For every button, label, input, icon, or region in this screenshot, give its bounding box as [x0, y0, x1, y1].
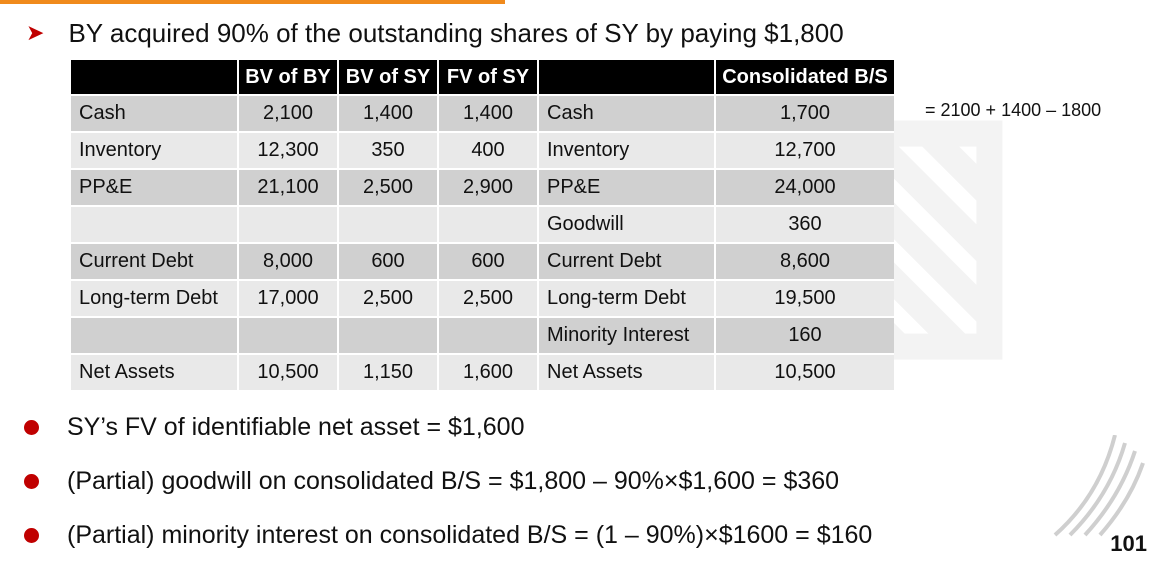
table-row: Minority Interest 160 [71, 316, 894, 354]
table-cell: 2,900 [437, 168, 538, 206]
table-cell [337, 205, 438, 243]
bullet-dot-icon [24, 527, 39, 543]
table-cell: Current Debt [71, 242, 238, 280]
bullet-item: SY’s FV of identifiable net asset = $1,6… [24, 410, 872, 444]
table-cell: 1,400 [337, 94, 438, 132]
table-cell: 1,150 [337, 353, 438, 390]
header-cell: FV of SY [437, 60, 538, 95]
table-cell [71, 316, 238, 354]
headline: ➤ BY acquired 90% of the outstanding sha… [26, 16, 844, 50]
table-cell [237, 316, 338, 354]
table-cell: 10,500 [714, 353, 894, 390]
table-cell: 400 [437, 131, 538, 169]
header-cell [71, 60, 238, 95]
balance-sheet-table: BV of BY BV of SY FV of SY Consolidated … [71, 60, 894, 390]
table-row: Net Assets 10,500 1,150 1,600 Net Assets… [71, 353, 894, 390]
table-cell [437, 205, 538, 243]
table-cell: 1,700 [714, 94, 894, 132]
bullet-dot-icon [24, 473, 39, 489]
table-header-row: BV of BY BV of SY FV of SY Consolidated … [71, 60, 894, 95]
table-cell: 8,000 [237, 242, 338, 280]
table-cell: Cash [537, 94, 715, 132]
header-cell [537, 60, 715, 95]
table-cell: Inventory [537, 131, 715, 169]
table-cell [237, 205, 338, 243]
table-cell: 2,500 [337, 168, 438, 206]
table-cell: Long-term Debt [537, 279, 715, 317]
table-cell: Cash [71, 94, 238, 132]
table-cell: 1,600 [437, 353, 538, 390]
bullet-item: (Partial) minority interest on consolida… [24, 518, 872, 552]
table-cell: Long-term Debt [71, 279, 238, 317]
table-row: Cash 2,100 1,400 1,400 Cash 1,700 [71, 94, 894, 132]
table-cell [337, 316, 438, 354]
table-cell: Net Assets [71, 353, 238, 390]
table-cell: Net Assets [537, 353, 715, 390]
bullet-text: SY’s FV of identifiable net asset = $1,6… [67, 412, 525, 441]
table-cell: 2,500 [437, 279, 538, 317]
table-cell: 24,000 [714, 168, 894, 206]
bullet-text: (Partial) goodwill on consolidated B/S =… [67, 466, 840, 495]
table-row: Long-term Debt 17,000 2,500 2,500 Long-t… [71, 279, 894, 317]
table-cell: PP&E [537, 168, 715, 206]
header-cell: BV of SY [337, 60, 438, 95]
table-cell: 360 [714, 205, 894, 243]
bullet-dot-icon [24, 419, 39, 435]
table-row: Goodwill 360 [71, 205, 894, 243]
table-cell: Goodwill [537, 205, 715, 243]
table-cell: 12,300 [237, 131, 338, 169]
table-cell: 10,500 [237, 353, 338, 390]
page-number: 101 [1110, 531, 1147, 556]
table-cell: 19,500 [714, 279, 894, 317]
table-cell: 600 [337, 242, 438, 280]
table-cell: 2,500 [337, 279, 438, 317]
arrow-bullet-icon: ➤ [26, 20, 45, 45]
cash-calculation-note: = 2100 + 1400 – 1800 [925, 100, 1102, 120]
header-cell: Consolidated B/S [714, 60, 894, 95]
table-cell: Inventory [71, 131, 238, 169]
headline-text: BY acquired 90% of the outstanding share… [68, 18, 844, 48]
table-row: Current Debt 8,000 600 600 Current Debt … [71, 242, 894, 280]
table-cell: 8,600 [714, 242, 894, 280]
table-cell: 17,000 [237, 279, 338, 317]
bullet-item: (Partial) goodwill on consolidated B/S =… [24, 464, 872, 498]
table-cell: 12,700 [714, 131, 894, 169]
table-cell: 350 [337, 131, 438, 169]
table-cell: 1,400 [437, 94, 538, 132]
table-cell [71, 205, 238, 243]
table-cell: 160 [714, 316, 894, 354]
table-cell: 600 [437, 242, 538, 280]
table-cell [437, 316, 538, 354]
table-cell: Current Debt [537, 242, 715, 280]
table-cell: 21,100 [237, 168, 338, 206]
table-cell: PP&E [71, 168, 238, 206]
top-accent-bar [0, 0, 505, 4]
table-row: Inventory 12,300 350 400 Inventory 12,70… [71, 131, 894, 169]
header-cell: BV of BY [237, 60, 338, 95]
decorative-stripes-icon [1053, 435, 1145, 537]
table-row: PP&E 21,100 2,500 2,900 PP&E 24,000 [71, 168, 894, 206]
bullet-text: (Partial) minority interest on consolida… [67, 520, 873, 549]
table-cell: 2,100 [237, 94, 338, 132]
table-cell: Minority Interest [537, 316, 715, 354]
bullet-list: SY’s FV of identifiable net asset = $1,6… [24, 410, 872, 572]
